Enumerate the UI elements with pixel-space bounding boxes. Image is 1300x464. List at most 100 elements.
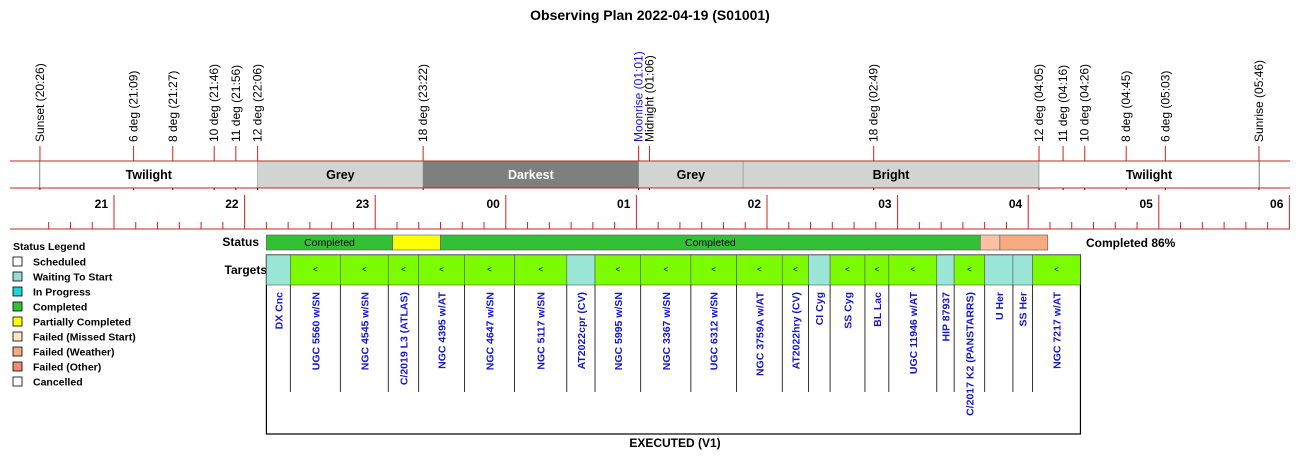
target-mark: < xyxy=(875,265,880,274)
target-block xyxy=(566,254,596,286)
target-block xyxy=(514,254,568,286)
legend-item-label: Cancelled xyxy=(33,377,83,389)
sky-band xyxy=(39,160,258,189)
sky-band xyxy=(638,160,744,189)
event-label: 8 deg (21:27) xyxy=(166,71,180,142)
target-block xyxy=(1012,254,1033,286)
target-mark: < xyxy=(793,265,798,274)
target-mark: < xyxy=(663,265,668,274)
event-label: 12 deg (22:06) xyxy=(251,64,265,142)
legend-item-label: Waiting To Start xyxy=(33,272,113,284)
target-name: UGC 11946 w/AT xyxy=(908,291,920,374)
hour-tick-label: 00 xyxy=(486,197,500,211)
hour-tick-label: 02 xyxy=(748,197,762,211)
target-mark: < xyxy=(711,265,716,274)
hour-tick-label: 23 xyxy=(356,197,370,211)
hour-tick-label: 21 xyxy=(95,197,109,211)
target-block xyxy=(888,254,938,286)
targets-row: Targets EXECUTED (V1) DX Cnc < UGC 5560 w/… xyxy=(225,254,1082,450)
legend-item-label: Partially Completed xyxy=(33,317,131,329)
target-block xyxy=(418,254,465,286)
event-label: Sunrise (05:46) xyxy=(1252,60,1266,142)
hour-tick-label: 04 xyxy=(1009,197,1023,211)
time-axis: 21 22 23 00 01 02 03 04 05 06 xyxy=(10,195,1290,230)
hour-tick-label: 05 xyxy=(1139,197,1153,211)
legend-swatch xyxy=(12,346,23,357)
legend-swatch xyxy=(12,316,23,327)
target-name: NGC 7217 w/AT xyxy=(1051,291,1063,368)
status-legend: Status Legend Scheduled Waiting To Start I… xyxy=(12,241,136,389)
legend-item-label: Failed (Missed Start) xyxy=(33,332,136,344)
legend-swatch xyxy=(12,271,23,282)
legend-swatch xyxy=(12,361,23,372)
target-name: HIP 87937 xyxy=(940,292,952,342)
target-name: NGC 4545 w/SN xyxy=(359,292,371,370)
target-name: NGC 4647 w/SN xyxy=(484,292,496,370)
target-block xyxy=(736,254,783,286)
legend-swatch xyxy=(12,256,23,267)
target-block xyxy=(387,254,419,286)
target-mark: < xyxy=(845,265,850,274)
target-name: DX Cnc xyxy=(273,292,285,330)
target-mark: < xyxy=(910,265,915,274)
legend-swatch xyxy=(12,301,23,312)
event-label: 6 deg (21:09) xyxy=(127,71,141,142)
event-label: 11 deg (04:16) xyxy=(1056,65,1070,142)
target-mark: < xyxy=(1054,265,1059,274)
event-label: 10 deg (21:46) xyxy=(207,64,221,142)
sky-brightness-bands: Twilight Grey Darkest Grey Bright Twilight xyxy=(10,160,1290,189)
event-label: 6 deg (05:03) xyxy=(1158,71,1172,142)
target-name: NGC 4395 w/AT xyxy=(437,291,449,368)
legend-item-label: Failed (Other) xyxy=(33,362,101,374)
target-name: UGC 5560 w/SN xyxy=(310,292,322,370)
targets-footer: EXECUTED (V1) xyxy=(629,436,720,450)
event-label: 18 deg (02:49) xyxy=(867,64,881,142)
target-block xyxy=(340,254,389,286)
target-block xyxy=(1032,254,1081,286)
target-mark: < xyxy=(967,265,972,274)
sky-band xyxy=(257,160,424,189)
sky-band-label: Bright xyxy=(873,168,911,182)
target-name: SS Cyg xyxy=(843,292,855,329)
target-name: U Her xyxy=(994,292,1006,320)
target-block xyxy=(640,254,692,286)
status-segment-label: Completed xyxy=(685,237,736,249)
status-segment xyxy=(392,234,441,251)
target-mark: < xyxy=(616,265,621,274)
target-name: NGC 5117 w/SN xyxy=(536,292,548,370)
status-segment xyxy=(979,234,1001,251)
status-row-label: Status xyxy=(222,235,259,249)
sky-band xyxy=(1038,160,1260,189)
target-block xyxy=(829,254,866,286)
event-label: 11 deg (21:56) xyxy=(229,65,243,142)
legend-item-label: Failed (Weather) xyxy=(33,347,115,359)
sky-band-label: Darkest xyxy=(508,168,555,182)
hour-tick-label: 06 xyxy=(1270,197,1284,211)
event-label: 10 deg (04:26) xyxy=(1078,64,1092,142)
event-label: Moonrise (01:01) xyxy=(632,51,646,142)
event-label: 12 deg (04:05) xyxy=(1032,64,1046,142)
target-mark: < xyxy=(362,265,367,274)
sky-band-label: Twilight xyxy=(126,168,173,182)
target-block xyxy=(936,254,955,286)
target-block xyxy=(808,254,831,286)
target-block xyxy=(464,254,515,286)
legend-item-label: Completed xyxy=(33,302,87,314)
sky-band xyxy=(742,160,1040,189)
chart-title: Observing Plan 2022-04-19 (S01001) xyxy=(530,7,770,23)
target-name: NGC 3367 w/SN xyxy=(661,292,673,370)
target-name: C/2019 L3 (ATLAS) xyxy=(398,292,410,385)
target-mark: < xyxy=(439,265,444,274)
legend-item-label: In Progress xyxy=(33,287,91,299)
target-block xyxy=(953,254,986,286)
target-mark: < xyxy=(313,265,318,274)
target-mark: < xyxy=(487,265,492,274)
event-markers: Sunset (20:26) 6 deg (21:09) 8 deg (21:27)… xyxy=(33,51,1266,190)
event-label: Midnight (01:06) xyxy=(642,55,656,142)
target-block xyxy=(266,254,291,286)
target-mark: < xyxy=(538,265,543,274)
hour-tick-label: 22 xyxy=(225,197,239,211)
status-row: Status Completed 86% Completed Completed xyxy=(222,234,1176,251)
legend-item-label: Scheduled xyxy=(33,257,86,269)
